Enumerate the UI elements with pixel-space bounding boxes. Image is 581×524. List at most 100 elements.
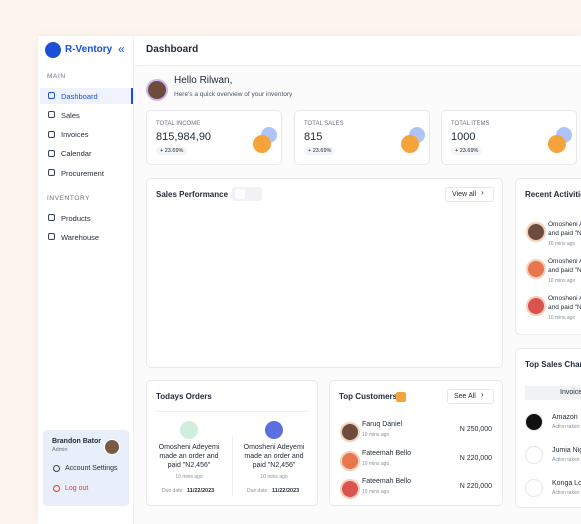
activity-avatar bbox=[526, 296, 546, 316]
divider bbox=[156, 411, 308, 412]
stat-icon bbox=[548, 135, 566, 153]
stat-change: + 23.69% bbox=[451, 147, 483, 155]
settings-icon bbox=[53, 465, 60, 472]
activity-text: Omosheni Adeyemi bbox=[548, 295, 581, 302]
chevron: › bbox=[481, 390, 484, 399]
order-text: Omosheni Adeyemi bbox=[158, 444, 220, 451]
nav-item[interactable]: Sales bbox=[61, 110, 80, 120]
header-bar bbox=[134, 36, 581, 66]
due-date: 11/22/2023 bbox=[187, 488, 215, 494]
stat-value: 815,984,90 bbox=[156, 131, 212, 143]
channel-note: Action taken bbox=[552, 457, 580, 463]
activity-time: 10 mins ago bbox=[548, 241, 576, 247]
activity-time: 10 mins ago bbox=[548, 278, 576, 284]
active-nav-bg bbox=[40, 88, 133, 104]
nav-item[interactable]: Calendar bbox=[61, 149, 92, 159]
stat-label: TOTAL SALES bbox=[304, 121, 344, 127]
table-header bbox=[525, 386, 581, 400]
order-text: Omosheni Adeyemi bbox=[243, 444, 305, 451]
due-date: 11/22/2023 bbox=[272, 488, 300, 494]
customer-avatar bbox=[340, 422, 360, 442]
order-time: 10 mins ago bbox=[175, 474, 203, 480]
logout[interactable]: Log out bbox=[65, 485, 89, 492]
activity-text: and paid "N2,456" bbox=[548, 304, 581, 311]
card-title: Top Sales Channels bbox=[525, 360, 581, 369]
page-title: Dashboard bbox=[146, 44, 199, 55]
order-text: paid "N2,456" bbox=[252, 462, 296, 469]
nav-icon bbox=[48, 233, 55, 241]
customer-name: Fateemah Bello bbox=[362, 449, 412, 457]
customer-time: 10 mins ago bbox=[362, 460, 390, 467]
channel-logo bbox=[525, 413, 543, 431]
user-name: Brandon Bator bbox=[52, 438, 101, 445]
customer-avatar bbox=[340, 450, 360, 471]
customer-name: Faruq Daniel bbox=[362, 421, 403, 428]
nav-item[interactable]: Warehouse bbox=[61, 232, 100, 242]
section-title: MAIN bbox=[47, 73, 66, 80]
card-title: Recent Activities bbox=[525, 190, 581, 199]
nav-item[interactable]: Procurement bbox=[61, 168, 104, 178]
order-icon bbox=[265, 421, 283, 439]
greeting-subtitle: Here's a quick overview of your inventor… bbox=[174, 91, 293, 98]
user-avatar bbox=[104, 439, 120, 455]
brand: R-Ventory bbox=[65, 44, 113, 55]
customer-amount: N 220,000 bbox=[459, 483, 492, 490]
due-label: Due date: bbox=[162, 488, 184, 494]
nav-icon bbox=[48, 149, 55, 157]
activity-text: Omosheni Adeyemi bbox=[548, 221, 581, 228]
sales-card bbox=[146, 178, 503, 368]
nav-icon bbox=[48, 111, 55, 119]
channel-name: Amazon bbox=[552, 414, 578, 421]
nav-item[interactable]: Invoices bbox=[61, 130, 89, 140]
customer-avatar bbox=[340, 479, 360, 499]
customer-amount: N 250,000 bbox=[459, 426, 492, 433]
nav-icon bbox=[48, 92, 55, 99]
greeting-avatar bbox=[146, 79, 168, 101]
account-settings[interactable]: Account Settings bbox=[65, 465, 118, 472]
stat-value: 1000 bbox=[451, 131, 476, 143]
collapse-button[interactable]: « bbox=[118, 42, 125, 56]
card-title: Sales Performance bbox=[156, 190, 229, 199]
customer-time: 10 mins ago bbox=[362, 489, 390, 495]
order-text: made an order and bbox=[244, 453, 304, 460]
channel-note: Action taken bbox=[552, 490, 580, 496]
nav-item[interactable]: Products bbox=[61, 213, 91, 223]
card-title: Todays Orders bbox=[156, 392, 212, 401]
activity-text: and paid "N2,456" bbox=[548, 230, 581, 237]
logout-icon bbox=[53, 485, 60, 492]
stat-label: TOTAL ITEMS bbox=[451, 121, 490, 127]
user-role: Admin bbox=[52, 447, 68, 453]
nav-icon bbox=[48, 169, 55, 177]
order-time: 10 mins ago bbox=[260, 474, 288, 480]
activities-card bbox=[515, 178, 581, 335]
channel-name: Konga Lo bbox=[552, 480, 581, 487]
order-text: paid "N2,456" bbox=[167, 462, 211, 469]
nav-item[interactable]: Dashboard bbox=[61, 91, 98, 101]
stat-change: + 23.69% bbox=[156, 147, 188, 155]
order-icon bbox=[180, 421, 198, 439]
view-all-button[interactable]: View all bbox=[445, 187, 494, 202]
channel-note: Action taken bbox=[552, 424, 580, 430]
stat-value: 815 bbox=[304, 131, 323, 143]
divider bbox=[232, 436, 233, 496]
order-text: made an order and bbox=[159, 453, 219, 460]
nav-icon bbox=[48, 214, 55, 221]
activity-avatar bbox=[526, 222, 546, 242]
customer-name: Fateemah Bello bbox=[362, 478, 412, 485]
nav-icon bbox=[48, 130, 55, 138]
toggle-line[interactable] bbox=[235, 189, 245, 199]
channel-logo bbox=[525, 446, 543, 464]
activity-text: and paid "N2,456" bbox=[548, 267, 581, 274]
see-all-button[interactable]: See All bbox=[447, 389, 494, 404]
customer-time: 10 mins ago bbox=[362, 432, 390, 438]
section-title: INVENTORY bbox=[47, 195, 91, 202]
logo bbox=[45, 42, 61, 58]
channel-logo bbox=[525, 479, 543, 497]
channels-card bbox=[515, 348, 581, 508]
greeting-title: Hello Rilwan, bbox=[174, 75, 233, 86]
customer-amount: N 220,000 bbox=[459, 454, 492, 462]
stat-label: TOTAL INCOME bbox=[156, 121, 201, 127]
stat-icon bbox=[253, 135, 271, 153]
column-header: Invoices bbox=[560, 389, 581, 396]
